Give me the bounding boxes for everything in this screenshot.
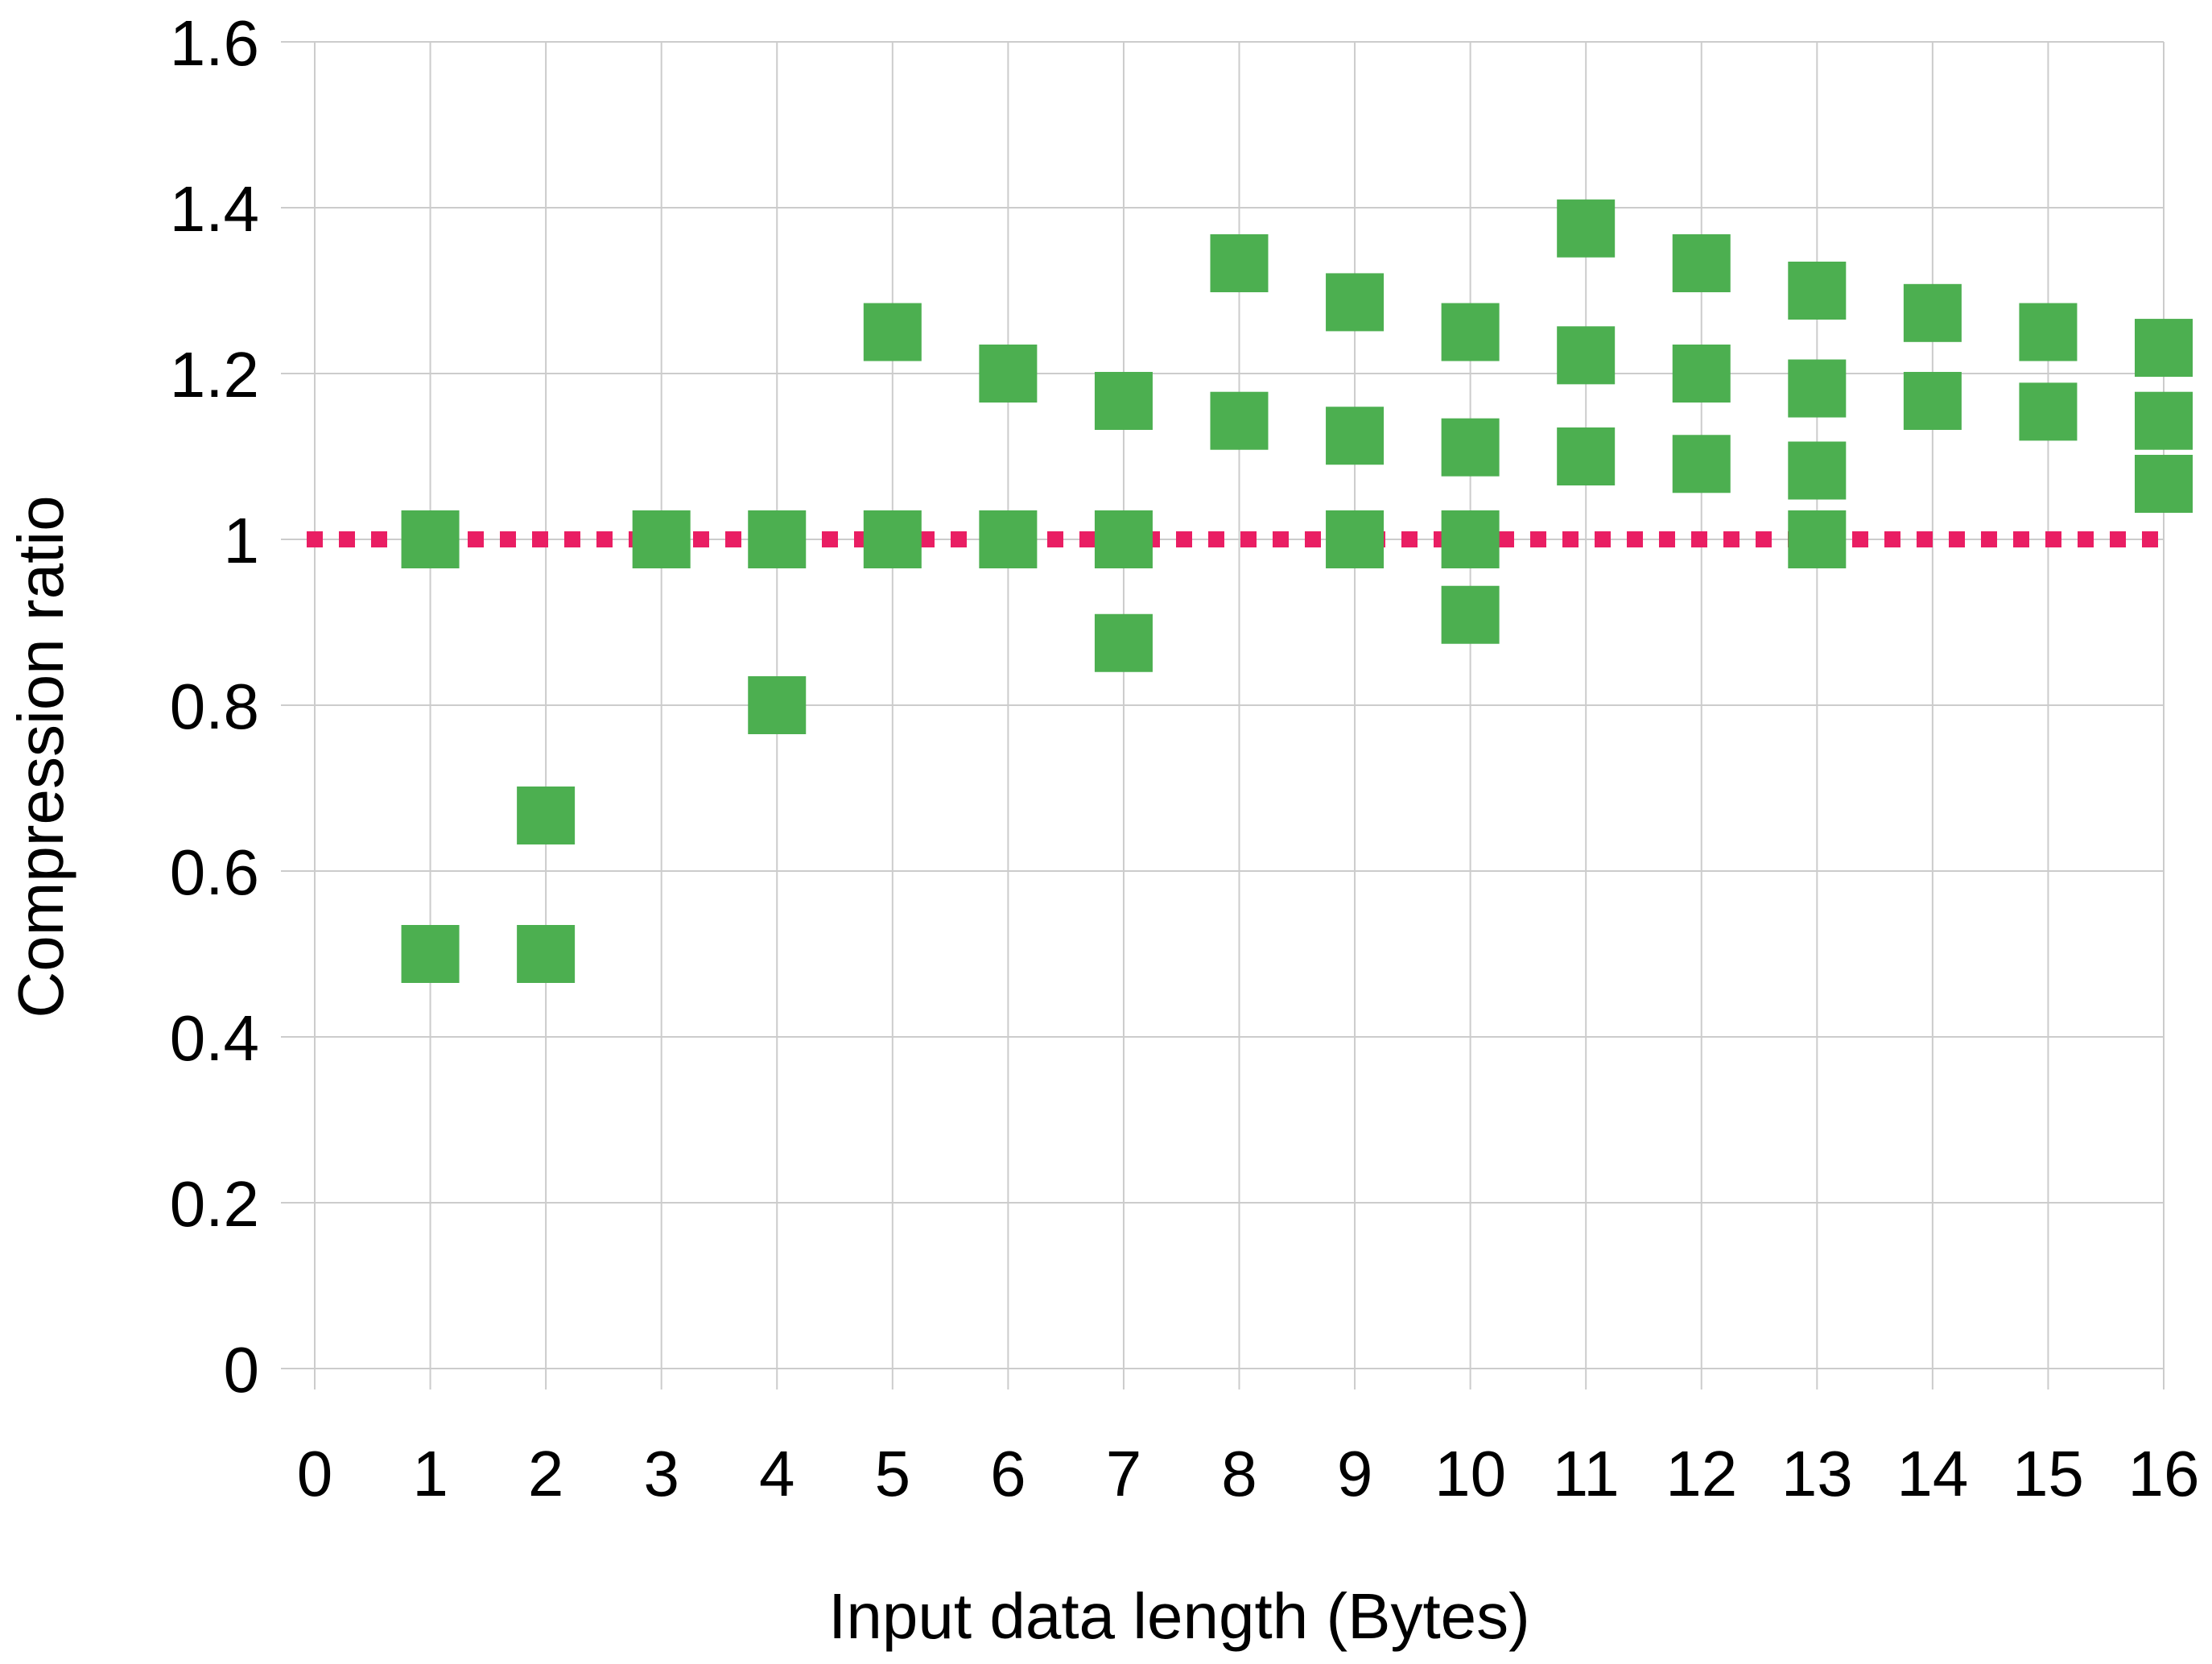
y-tick-label: 0.6 [170, 836, 259, 908]
data-point [979, 510, 1038, 568]
data-point [401, 510, 460, 568]
x-tick-label: 0 [297, 1438, 333, 1509]
x-tick-label: 11 [1553, 1438, 1620, 1509]
x-tick-label: 14 [1896, 1438, 1968, 1509]
data-point [1210, 234, 1269, 293]
data-point [1788, 441, 1847, 500]
data-point [1672, 345, 1731, 403]
data-point [1326, 407, 1385, 465]
data-point [517, 925, 576, 983]
data-point [2135, 391, 2193, 450]
data-point [1441, 303, 1500, 361]
data-point [1788, 262, 1847, 320]
data-point [1094, 371, 1153, 430]
data-point [1903, 371, 1962, 430]
y-axis-label: Compression ratio [5, 495, 76, 1018]
data-point [1672, 234, 1731, 293]
data-point [632, 510, 691, 568]
y-tick-label: 0.4 [170, 1002, 259, 1074]
data-point [1441, 418, 1500, 477]
data-point [1326, 510, 1385, 568]
x-axis-ticks: 0 1 2 3 4 5 6 7 8 9 10 11 12 13 14 15 16 [297, 1438, 2200, 1509]
data-point [1672, 435, 1731, 493]
x-tick-label: 7 [1106, 1438, 1142, 1509]
y-tick-label: 0.2 [170, 1168, 259, 1240]
x-tick-label: 12 [1665, 1438, 1737, 1509]
x-tick-label: 3 [643, 1438, 679, 1509]
data-point [1094, 510, 1153, 568]
y-tick-label: 0.8 [170, 671, 259, 742]
x-tick-label: 9 [1337, 1438, 1373, 1509]
x-tick-label: 13 [1781, 1438, 1853, 1509]
data-point [517, 786, 576, 844]
x-tick-label: 16 [2128, 1438, 2200, 1509]
x-tick-label: 8 [1221, 1438, 1257, 1509]
data-point [748, 676, 807, 734]
data-point [863, 303, 922, 361]
data-point [1326, 273, 1385, 332]
data-point [1788, 510, 1847, 568]
data-point [2019, 382, 2078, 441]
data-point [1441, 510, 1500, 568]
grid [281, 41, 2165, 1389]
x-tick-label: 1 [412, 1438, 448, 1509]
data-point [2019, 303, 2078, 361]
data-point [748, 510, 807, 568]
x-tick-label: 5 [875, 1438, 911, 1509]
data-point [2135, 319, 2193, 378]
data-point [863, 510, 922, 568]
data-point [2135, 454, 2193, 513]
data-point [401, 925, 460, 983]
y-tick-label: 1.6 [170, 7, 259, 79]
data-point [1094, 613, 1153, 672]
x-tick-label: 10 [1434, 1438, 1506, 1509]
y-tick-label: 1.4 [170, 173, 259, 245]
data-point [979, 345, 1038, 403]
y-tick-label: 1 [224, 505, 260, 576]
y-tick-label: 1.2 [170, 339, 259, 411]
data-markers [401, 199, 2193, 983]
data-point [1788, 359, 1847, 418]
x-axis-label: Input data length (Bytes) [828, 1580, 1530, 1652]
data-point [1557, 427, 1616, 485]
data-point [1441, 585, 1500, 644]
data-point [1557, 199, 1616, 258]
x-tick-label: 6 [990, 1438, 1026, 1509]
data-point [1557, 326, 1616, 385]
x-tick-label: 2 [528, 1438, 564, 1509]
x-tick-label: 4 [759, 1438, 795, 1509]
data-point [1903, 283, 1962, 342]
x-tick-label: 15 [2012, 1438, 2084, 1509]
y-tick-label: 0 [224, 1334, 260, 1406]
y-axis-ticks: 0 0.2 0.4 0.6 0.8 1 1.2 1.4 1.6 [170, 7, 259, 1406]
data-point [1210, 391, 1269, 450]
